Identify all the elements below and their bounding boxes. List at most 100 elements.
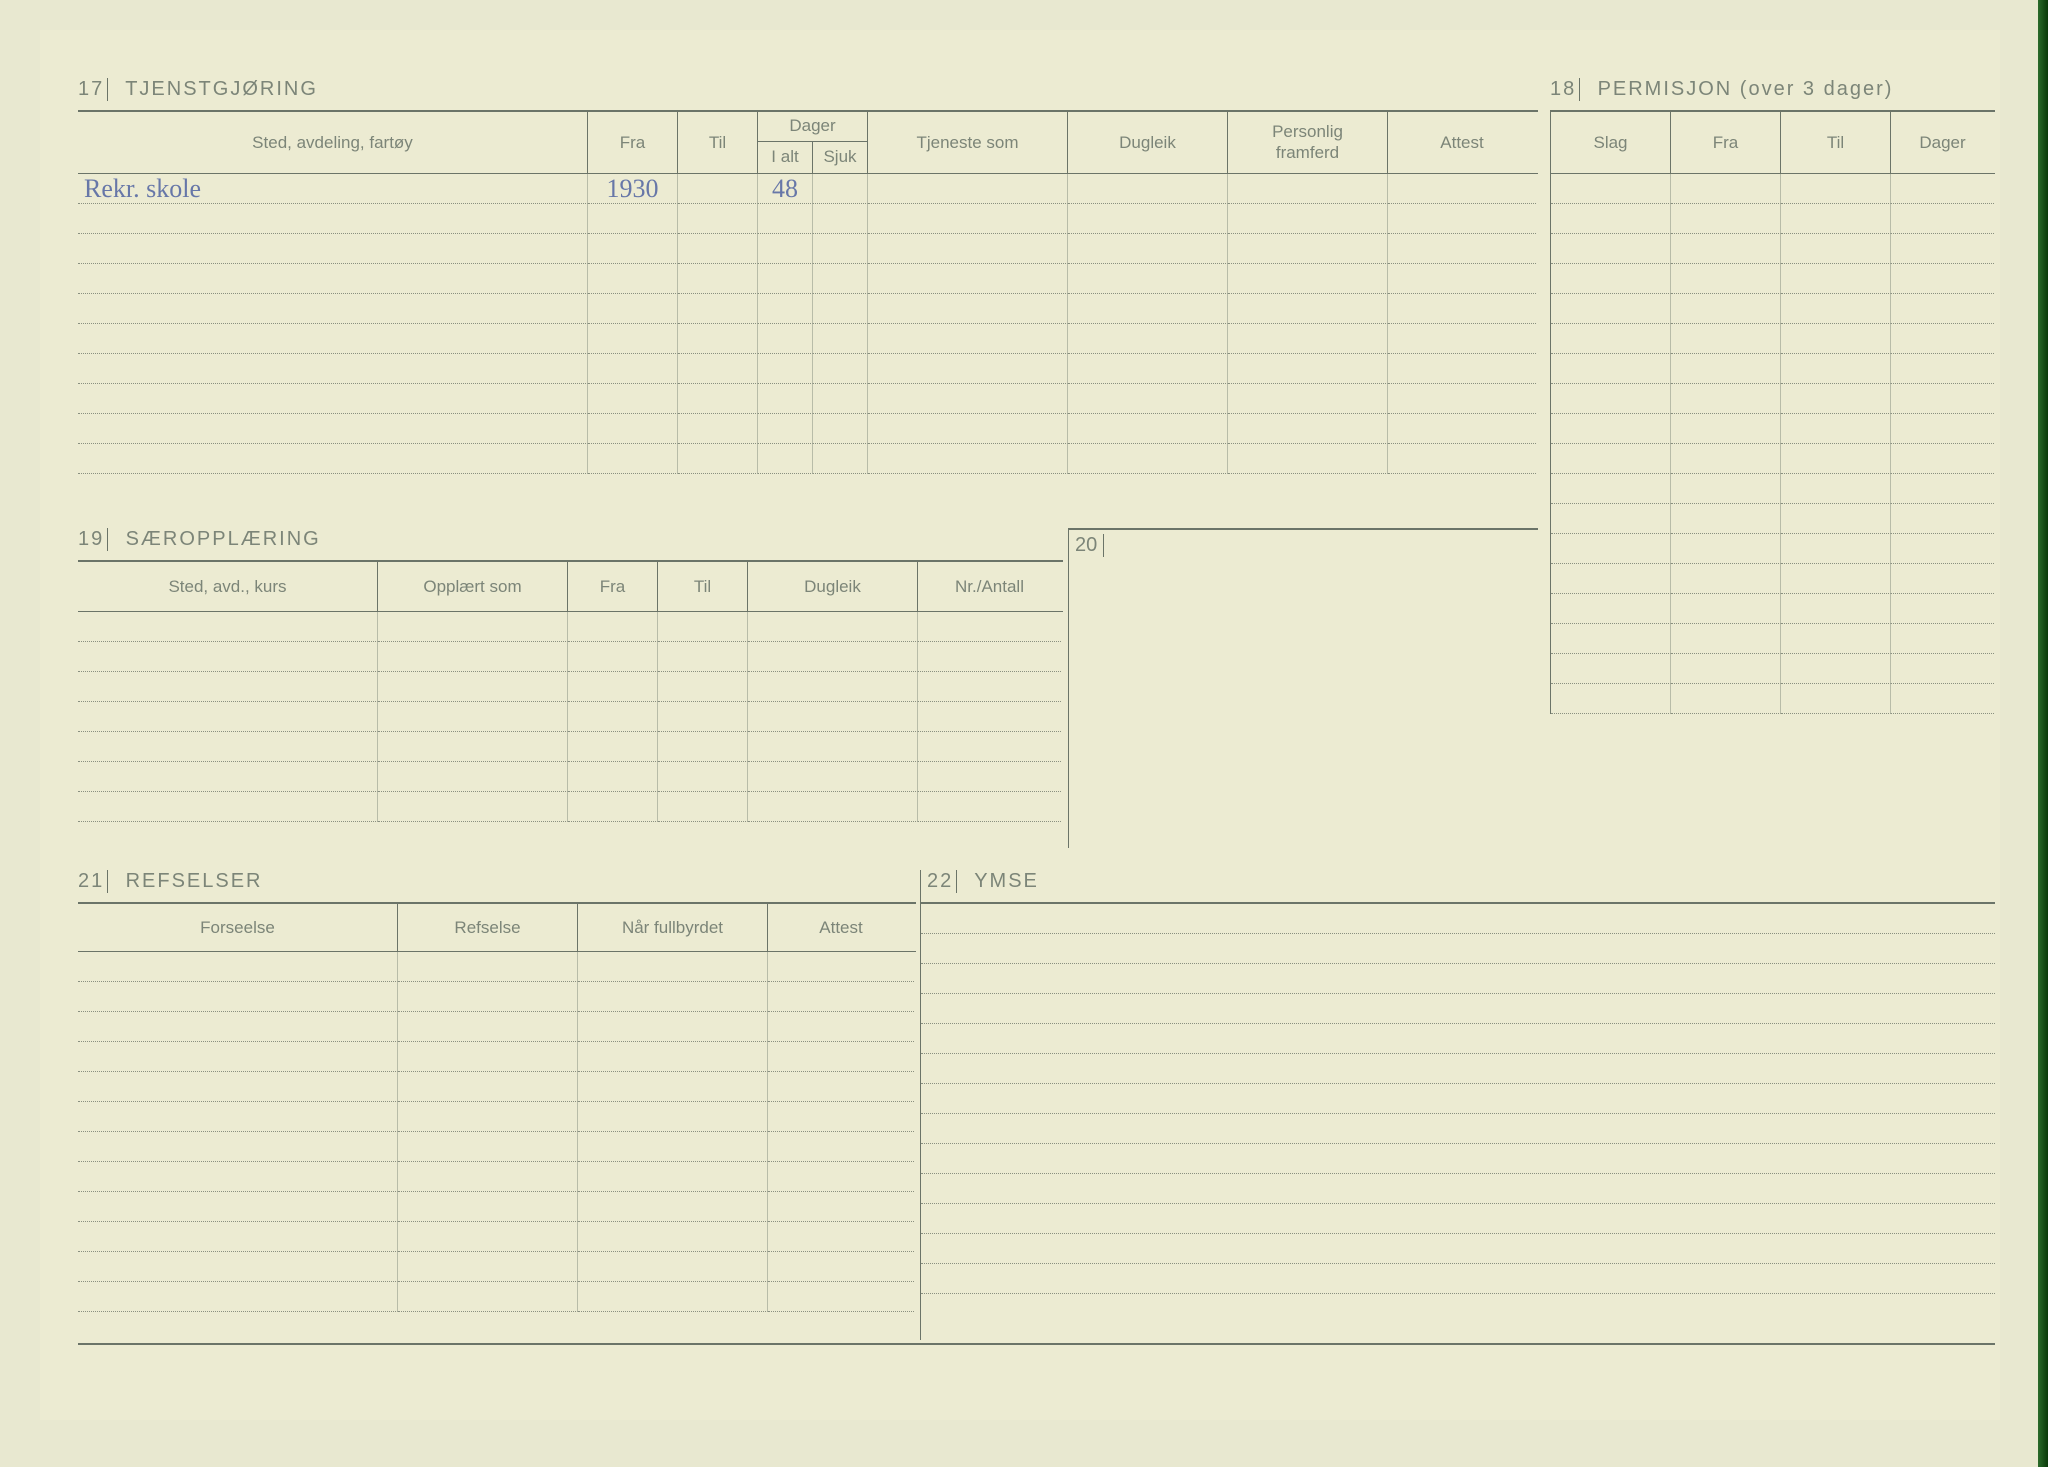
section-21-table: Forseelse Refselse Når fullbyrdet Attest <box>78 902 916 1312</box>
table-row <box>78 702 1063 732</box>
cell-attest <box>1388 354 1536 384</box>
section-17-number: 17 <box>78 78 108 101</box>
section-20-number: 20 <box>1075 534 1104 557</box>
cell-til <box>658 762 748 792</box>
cell-fra <box>1671 174 1781 204</box>
cell-sjuk <box>813 324 868 354</box>
cell-opplart <box>378 642 568 672</box>
cell-slag <box>1551 234 1671 264</box>
cell-attest <box>768 1192 914 1222</box>
cell-slag <box>1551 444 1671 474</box>
table-row <box>1551 324 1995 354</box>
cell-til <box>678 264 758 294</box>
section-19-title: SÆROPPLÆRING <box>126 528 321 550</box>
cell-fra <box>1671 324 1781 354</box>
col19-nr: Nr./Antall <box>918 562 1061 611</box>
cell-refselse <box>398 1282 578 1312</box>
cell-refselse <box>398 982 578 1012</box>
section-21-tbody <box>78 952 916 1312</box>
cell-fra <box>1671 264 1781 294</box>
cell-dugleik <box>1068 414 1228 444</box>
section-17-tbody: Rekr. skole193048 <box>78 174 1538 474</box>
cell-sted <box>78 384 588 414</box>
section-21-header: 21 REFSELSER <box>78 870 263 893</box>
cell-fra <box>1671 444 1781 474</box>
cell-til <box>678 294 758 324</box>
cell-til <box>1781 354 1891 384</box>
section-19-header: 19 SÆROPPLÆRING <box>78 528 321 551</box>
cell-refselse <box>398 1132 578 1162</box>
cell-forseelse <box>78 1102 398 1132</box>
table-row <box>1551 684 1995 714</box>
ruled-line <box>921 1264 1995 1294</box>
cell-personlig <box>1228 204 1388 234</box>
cell-fra <box>1671 414 1781 444</box>
cell-nar <box>578 1252 768 1282</box>
cell-attest <box>1388 324 1536 354</box>
cell-til <box>678 444 758 474</box>
cell-fra <box>1671 684 1781 714</box>
cell-tjeneste <box>868 324 1068 354</box>
ruled-line <box>921 1084 1995 1114</box>
cell-opplart <box>378 672 568 702</box>
cell-dugleik <box>1068 354 1228 384</box>
cell-tjeneste <box>868 294 1068 324</box>
section-18-number: 18 <box>1550 78 1580 101</box>
cell-til <box>678 204 758 234</box>
ruled-line <box>921 904 1995 934</box>
cell-refselse <box>398 952 578 982</box>
table-row <box>78 204 1538 234</box>
table-row <box>78 672 1063 702</box>
cell-fra <box>588 234 678 264</box>
section-18-tbody <box>1551 174 1995 714</box>
cell-dugleik <box>1068 264 1228 294</box>
cell-forseelse <box>78 952 398 982</box>
cell-til <box>658 732 748 762</box>
cell-slag <box>1551 324 1671 354</box>
cell-forseelse <box>78 1012 398 1042</box>
cell-attest <box>768 1012 914 1042</box>
section-18-title: PERMISJON (over 3 dager) <box>1598 78 1894 100</box>
cell-personlig <box>1228 444 1388 474</box>
record-card-page: 17 TJENSTGJØRING Sted, avdeling, fartøy … <box>40 30 2000 1420</box>
ruled-line <box>921 1024 1995 1054</box>
cell-dugleik <box>748 612 918 642</box>
cell-til <box>678 384 758 414</box>
cell-til <box>658 792 748 822</box>
cell-attest <box>1388 294 1536 324</box>
cell-attest <box>768 1072 914 1102</box>
cell-slag <box>1551 654 1671 684</box>
cell-sjuk <box>813 354 868 384</box>
cell-nr <box>918 732 1061 762</box>
cell-dager <box>1891 354 1994 384</box>
col-til: Til <box>678 112 758 173</box>
cell-refselse <box>398 1012 578 1042</box>
table-row <box>1551 594 1995 624</box>
section-19-tbody <box>78 612 1063 822</box>
cell-nar <box>578 1102 768 1132</box>
cell-sjuk <box>813 264 868 294</box>
section-17-title: TJENSTGJØRING <box>125 78 318 100</box>
cell-forseelse <box>78 1132 398 1162</box>
cell-fra <box>1671 534 1781 564</box>
table-row <box>1551 654 1995 684</box>
cell-sted <box>78 702 378 732</box>
cell-dugleik <box>748 762 918 792</box>
table-row <box>1551 564 1995 594</box>
cell-sted <box>78 204 588 234</box>
ruled-line <box>921 1114 1995 1144</box>
cell-fra <box>1671 234 1781 264</box>
col-personlig-l2: framferd <box>1276 143 1339 163</box>
cell-dager <box>1891 234 1994 264</box>
cell-fra <box>588 264 678 294</box>
col-slag: Slag <box>1551 112 1671 173</box>
cell-dugleik <box>748 702 918 732</box>
cell-fra <box>1671 654 1781 684</box>
table-row <box>78 982 916 1012</box>
cell-nr <box>918 792 1061 822</box>
cell-til <box>1781 384 1891 414</box>
cell-sted <box>78 642 378 672</box>
cell-forseelse <box>78 982 398 1012</box>
col21-forseelse: Forseelse <box>78 904 398 951</box>
cell-sted <box>78 414 588 444</box>
